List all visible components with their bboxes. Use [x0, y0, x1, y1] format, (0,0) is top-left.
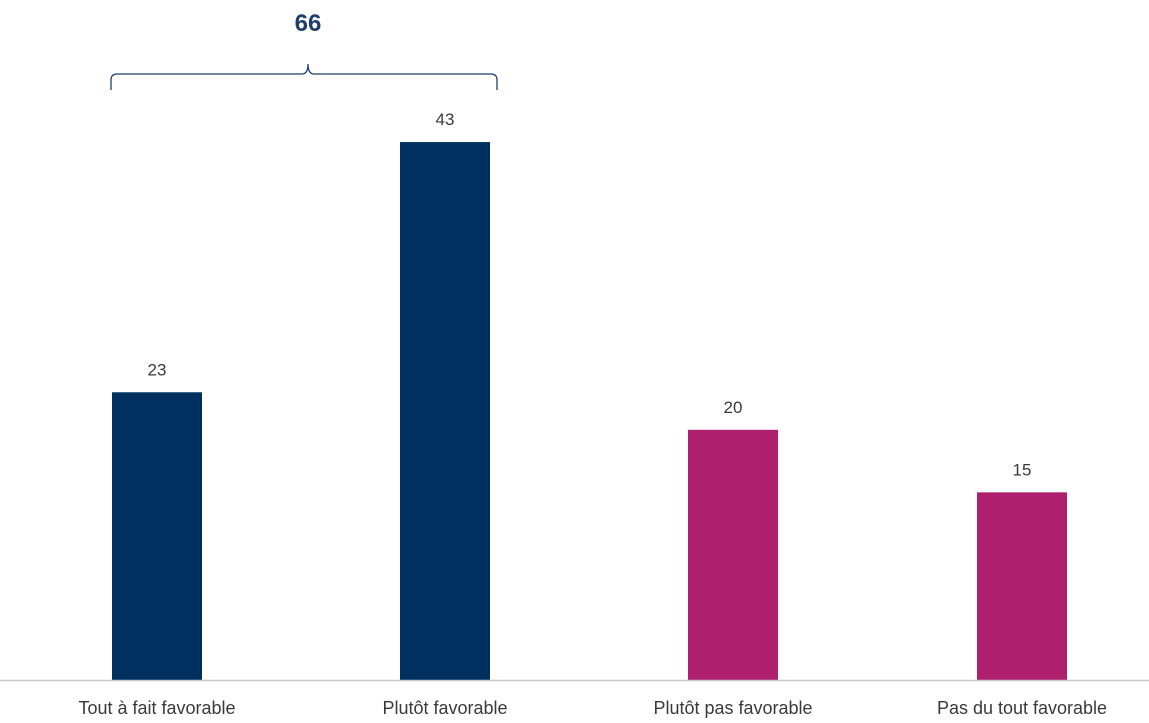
value-labels-layer: 23 43 20 15 [148, 110, 1032, 479]
bracket-total-label: 66 [295, 10, 322, 37]
bar-0 [112, 392, 202, 680]
bar-3 [977, 492, 1067, 680]
bracket-annotation: 66 [110, 10, 498, 90]
bracket-line [110, 63, 498, 90]
category-labels-layer: Tout à fait favorable Plutôt favorable Plu… [78, 698, 1107, 718]
category-label-0: Tout à fait favorable [78, 698, 235, 718]
bar-value-label-0: 23 [148, 360, 167, 379]
bar-1 [400, 142, 490, 680]
category-label-2: Plutôt pas favorable [653, 698, 812, 718]
bar-value-label-3: 15 [1013, 460, 1032, 479]
category-label-3: Pas du tout favorable [937, 698, 1107, 718]
bar-value-label-1: 43 [436, 110, 455, 129]
bars-layer [112, 142, 1067, 680]
category-label-1: Plutôt favorable [382, 698, 507, 718]
bar-2 [688, 429, 778, 680]
bar-value-label-2: 20 [724, 398, 743, 417]
